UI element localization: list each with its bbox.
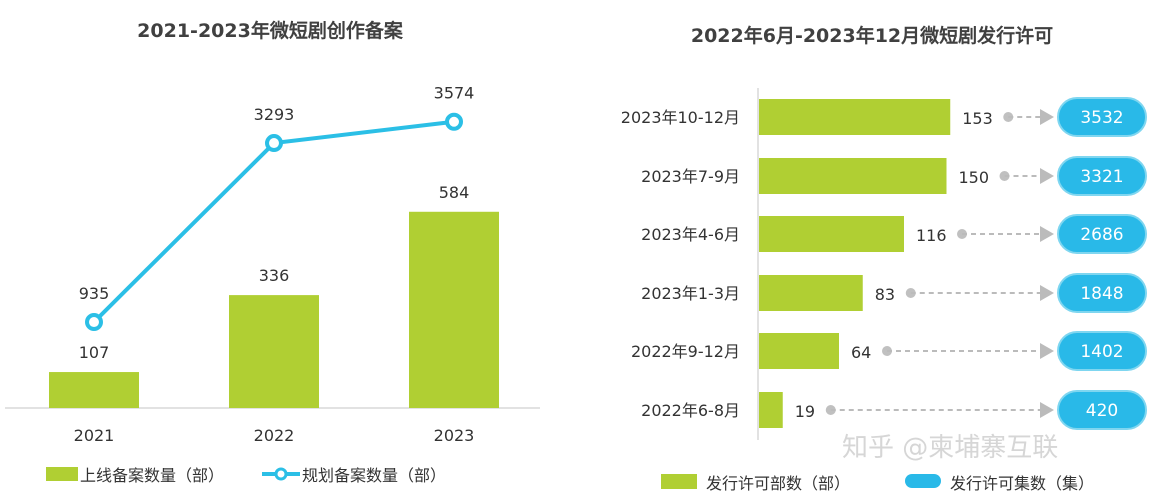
x-tick-label: 2023 <box>434 426 475 445</box>
pill-2023年7-9月 <box>1057 156 1147 196</box>
y-tick-label: 2023年10-12月 <box>621 108 740 127</box>
bar-2023 <box>409 211 499 408</box>
bar-label: 336 <box>259 266 290 285</box>
line-label: 935 <box>79 284 110 303</box>
line-label: 3293 <box>254 105 295 124</box>
y-tick-label: 2023年7-9月 <box>641 167 740 186</box>
line-point <box>445 112 463 131</box>
pill-label: 1402 <box>1080 342 1123 362</box>
x-tick-label: 2022 <box>254 426 295 445</box>
bar-2023年4-6月 <box>759 216 904 252</box>
bar-label: 116 <box>916 226 947 245</box>
pill-label: 420 <box>1086 401 1118 421</box>
y-tick-label: 2023年1-3月 <box>641 284 740 303</box>
pill-label: 1848 <box>1080 284 1123 304</box>
y-tick-label: 2023年4-6月 <box>641 225 740 244</box>
pill-2022年6-8月 <box>1057 390 1147 430</box>
pill-label: 2686 <box>1080 225 1123 245</box>
bar-label: 83 <box>875 285 895 304</box>
watermark: 知乎 @柬埔寨互联 <box>842 433 1058 463</box>
legend-bar-label: 发行许可部数（部） <box>706 474 850 493</box>
line-point <box>265 134 283 153</box>
bar-label: 584 <box>439 183 470 202</box>
y-tick-label: 2022年6-8月 <box>641 401 740 420</box>
legend-bar-swatch <box>46 467 78 481</box>
legend-line-label: 规划备案数量（部） <box>302 466 446 485</box>
bar-label: 153 <box>962 109 993 128</box>
pill-label: 3532 <box>1080 108 1123 128</box>
bar-2022年9-12月 <box>759 333 839 369</box>
pill-2023年4-6月 <box>1057 214 1147 254</box>
legend-pill-swatch <box>905 474 941 488</box>
bar-2023年7-9月 <box>759 158 947 194</box>
bar-label: 64 <box>851 343 871 362</box>
bar-2022年6-8月 <box>759 392 783 428</box>
left-chart-title: 2021-2023年微短剧创作备案 <box>137 19 404 42</box>
bar-label: 150 <box>959 168 990 187</box>
legend-pill-label: 发行许可集数（集） <box>950 474 1094 493</box>
bar-label: 19 <box>795 402 815 421</box>
right-chart-title: 2022年6月-2023年12月微短剧发行许可 <box>691 24 1053 47</box>
bar-label: 107 <box>79 343 110 362</box>
pill-2022年9-12月 <box>1057 331 1147 371</box>
bar-2023年10-12月 <box>759 99 951 135</box>
bar-2022 <box>229 295 319 408</box>
x-tick-label: 2021 <box>74 426 115 445</box>
legend-bar-swatch <box>661 474 697 489</box>
line-point <box>85 313 103 332</box>
legend-bar-label: 上线备案数量（部） <box>80 466 224 485</box>
y-tick-label: 2022年9-12月 <box>631 342 740 361</box>
pill-2023年10-12月 <box>1057 97 1147 137</box>
bar-2021 <box>49 372 139 408</box>
pill-label: 3321 <box>1080 167 1123 187</box>
bar-2023年1-3月 <box>759 275 863 311</box>
pill-2023年1-3月 <box>1057 273 1147 313</box>
legend-line-marker <box>274 467 288 481</box>
line-label: 3574 <box>434 84 475 103</box>
